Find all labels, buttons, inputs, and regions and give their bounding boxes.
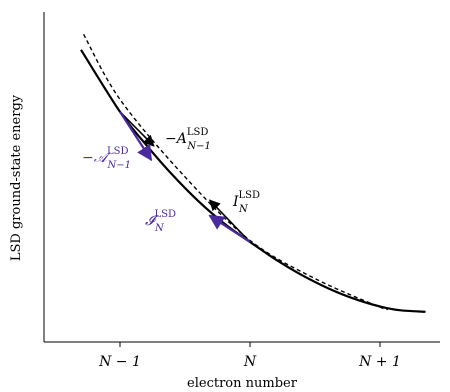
arrow-derivative-affinity bbox=[119, 111, 153, 162]
solid-curve bbox=[80, 49, 426, 313]
x-tick-label-n-minus-1: N − 1 bbox=[98, 354, 141, 370]
arrow-derivative-ionization bbox=[208, 214, 251, 243]
label-derivative-ionization: 𝓘LSD N bbox=[145, 209, 176, 234]
label-electron-affinity: −ALSD N−1 bbox=[165, 127, 211, 152]
arrow-electron-affinity bbox=[119, 111, 155, 147]
x-tick-label-n: N bbox=[243, 354, 257, 370]
label-derivative-affinity: −𝒜LSD N−1 bbox=[82, 146, 131, 171]
arrow-ionization-energy bbox=[208, 199, 251, 243]
x-axis-title: electron number bbox=[187, 376, 298, 391]
label-ionization-energy: ILSD N bbox=[232, 190, 260, 215]
dashed-curve bbox=[82, 33, 388, 311]
y-axis-title: LSD ground-state energy bbox=[9, 94, 24, 261]
x-tick-label-n-plus-1: N + 1 bbox=[358, 354, 401, 370]
